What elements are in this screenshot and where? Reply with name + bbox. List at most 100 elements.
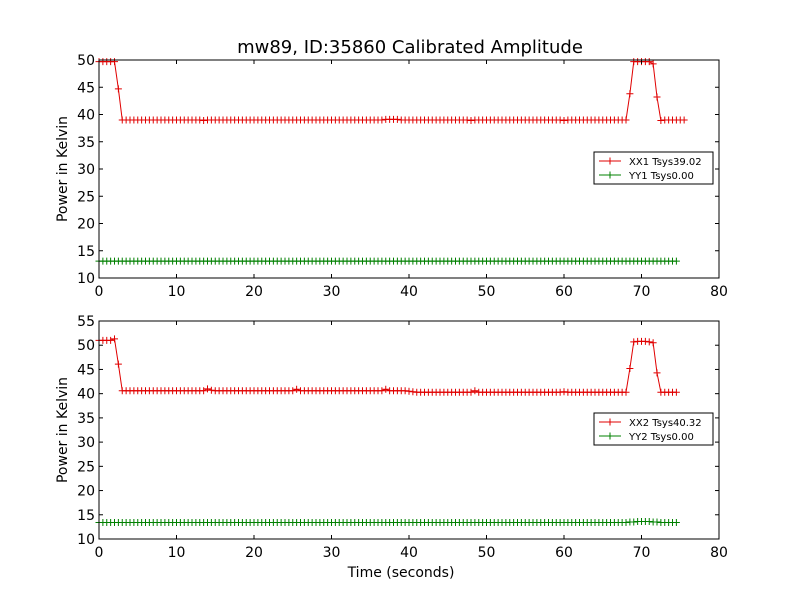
data-point-marker <box>111 58 118 66</box>
y-tick-label: 10 <box>77 271 95 287</box>
data-point-marker <box>107 336 115 344</box>
data-point-marker <box>657 117 665 124</box>
x-tick-label: 30 <box>323 284 341 300</box>
legend: XX2 Tsys40.32 YY2 Tsys0.00 <box>593 412 714 446</box>
y-axis-label: Power in Kelvin <box>55 377 71 483</box>
data-point-marker <box>471 387 479 395</box>
x-tick-label: 40 <box>400 545 418 561</box>
x-tick-label: 50 <box>478 545 496 561</box>
legend-label: YY1 Tsys0.00 <box>628 171 694 182</box>
x-tick-label: 10 <box>168 284 186 300</box>
series-yy <box>95 257 680 265</box>
data-point-marker <box>680 116 688 124</box>
legend-entry: XX1 Tsys39.02 <box>599 157 702 168</box>
data-point-marker <box>649 339 657 347</box>
data-point-marker <box>645 58 653 66</box>
x-axis-label: Time (seconds) <box>347 565 455 581</box>
data-point-marker <box>653 369 661 377</box>
data-point-marker <box>672 257 680 265</box>
legend-box <box>593 412 714 446</box>
data-point-marker <box>111 335 118 343</box>
x-tick-label: 50 <box>478 284 496 300</box>
data-point-marker <box>200 117 208 124</box>
data-point-marker <box>560 117 568 124</box>
series-yy <box>95 518 680 527</box>
y-tick-label: 20 <box>77 217 95 233</box>
data-point-marker <box>672 519 680 527</box>
x-tick-label: 60 <box>555 284 573 300</box>
data-point-marker <box>463 116 471 124</box>
data-point-marker <box>645 338 653 346</box>
y-tick-label: 15 <box>77 244 95 260</box>
legend-marker <box>606 418 614 426</box>
data-point-marker <box>467 388 475 396</box>
y-tick-label: 50 <box>77 338 95 354</box>
y-tick-label: 25 <box>77 189 95 205</box>
data-point-marker <box>114 360 122 368</box>
y-tick-label: 55 <box>77 314 95 330</box>
top-chart-panel: 0 10 20 30 40 50 60 70 80101520253035404550Power… <box>55 53 728 300</box>
figure-title: mw89, ID:35860 Calibrated Amplitude <box>237 37 583 58</box>
data-point-marker <box>467 117 475 124</box>
data-point-marker <box>626 364 634 372</box>
y-tick-label: 25 <box>77 459 95 475</box>
data-point-marker <box>622 116 630 124</box>
data-point-marker <box>672 388 680 396</box>
y-tick-label: 20 <box>77 484 95 500</box>
series-xx <box>95 335 680 396</box>
x-tick-label: 80 <box>710 545 728 561</box>
data-point-marker <box>114 85 122 93</box>
legend-marker <box>606 171 614 179</box>
x-tick-label: 40 <box>400 284 418 300</box>
data-point-marker <box>382 385 390 393</box>
y-tick-label: 50 <box>77 53 95 69</box>
legend-marker <box>606 157 614 165</box>
legend-entry: XX2 Tsys40.32 <box>599 418 702 429</box>
legend-box <box>593 151 714 185</box>
y-axis-label: Power in Kelvin <box>55 116 71 222</box>
legend-label: XX1 Tsys39.02 <box>629 157 702 168</box>
y-tick-label: 45 <box>77 362 95 378</box>
legend-marker <box>606 432 614 440</box>
y-tick-label: 40 <box>77 108 95 124</box>
data-point-marker <box>556 116 564 124</box>
data-point-marker <box>293 385 301 393</box>
x-tick-label: 60 <box>555 545 573 561</box>
x-tick-label: 70 <box>633 545 651 561</box>
y-tick-label: 35 <box>77 135 95 151</box>
y-tick-label: 15 <box>77 508 95 524</box>
legend-entry: YY2 Tsys0.00 <box>599 432 694 443</box>
y-tick-label: 30 <box>77 162 95 178</box>
data-point-marker <box>653 93 661 101</box>
y-tick-label: 35 <box>77 411 95 427</box>
data-point-marker <box>378 387 386 395</box>
x-tick-label: 0 <box>95 545 104 561</box>
x-tick-label: 30 <box>323 545 341 561</box>
data-point-marker <box>289 387 297 395</box>
x-tick-label: 0 <box>95 284 104 300</box>
data-point-marker <box>378 116 386 124</box>
data-point-marker <box>196 116 204 124</box>
x-tick-label: 80 <box>710 284 728 300</box>
data-point-marker <box>649 60 657 68</box>
y-tick-label: 30 <box>77 435 95 451</box>
y-tick-label: 45 <box>77 80 95 96</box>
x-tick-label: 20 <box>245 284 263 300</box>
y-tick-label: 40 <box>77 387 95 403</box>
data-point-marker <box>622 388 630 396</box>
legend-label: YY2 Tsys0.00 <box>628 432 694 443</box>
legend: XX1 Tsys39.02 YY1 Tsys0.00 <box>593 151 714 185</box>
legend-entry: YY1 Tsys0.00 <box>599 171 694 182</box>
data-point-marker <box>626 90 634 98</box>
bottom-chart-panel: 0 10 20 30 40 50 60 70 8010152025303540455055Pow… <box>55 314 728 581</box>
x-tick-label: 70 <box>633 284 651 300</box>
legend-label: XX2 Tsys40.32 <box>629 418 702 429</box>
x-tick-label: 10 <box>168 545 186 561</box>
data-point-marker <box>204 385 211 393</box>
series-xx <box>95 58 688 124</box>
data-point-marker <box>200 387 208 395</box>
data-point-marker <box>393 115 401 123</box>
x-tick-label: 20 <box>245 545 263 561</box>
y-tick-label: 10 <box>77 532 95 548</box>
